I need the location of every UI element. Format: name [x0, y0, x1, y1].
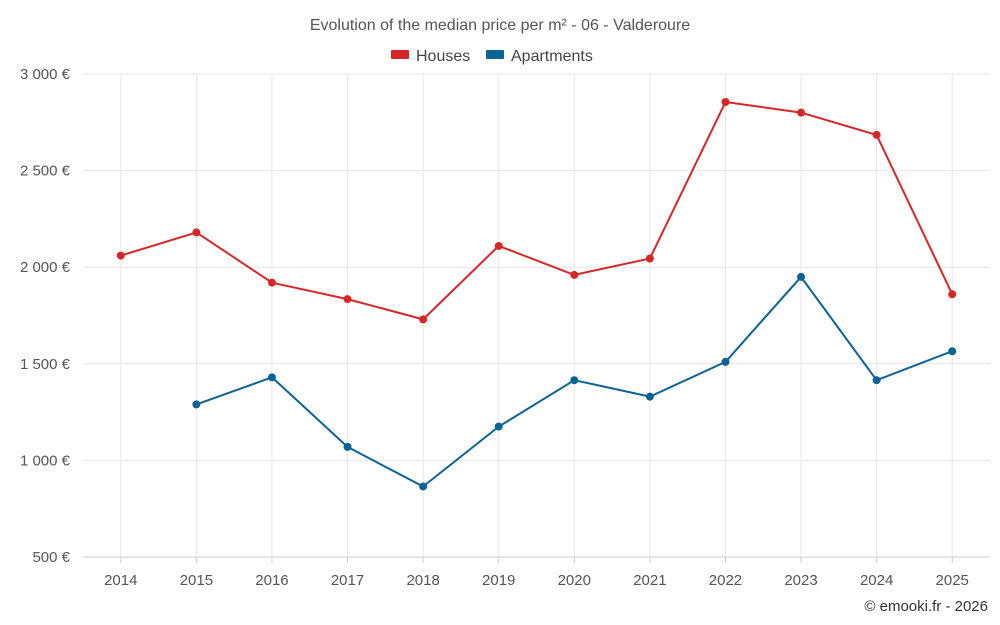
data-point-apartments[interactable] [570, 376, 579, 385]
data-point-houses[interactable] [267, 278, 276, 287]
gridlines [83, 73, 990, 558]
data-point-apartments[interactable] [192, 400, 201, 409]
y-tick-label: 500 € [32, 549, 70, 566]
x-axis: 2014 2015 2016 2017 2018 2019 2020 2021 2022 2023… [104, 557, 969, 589]
x-tick-label: 2021 [633, 572, 666, 589]
y-tick-label: 1 000 € [20, 452, 71, 469]
data-point-houses[interactable] [192, 228, 201, 237]
y-tick-label: 3 000 € [20, 66, 71, 83]
x-tick-label: 2019 [482, 572, 515, 589]
x-tick-label: 2016 [255, 572, 288, 589]
data-point-houses[interactable] [343, 295, 352, 304]
data-point-apartments[interactable] [494, 422, 503, 431]
data-point-houses[interactable] [570, 270, 579, 279]
y-tick-label: 2 500 € [20, 163, 71, 180]
legend-swatch-apartments [486, 50, 504, 59]
x-tick-label: 2024 [860, 572, 893, 589]
legend-item-apartments[interactable]: Apartments [486, 48, 593, 65]
data-point-houses[interactable] [116, 251, 125, 260]
series [116, 98, 957, 491]
y-axis: 500 € 1 000 € 1 500 € 2 000 € 2 500 € 3 000 € [20, 66, 71, 566]
x-tick-label: 2023 [784, 572, 817, 589]
credit-text: © emooki.fr - 2026 [864, 598, 988, 615]
data-point-houses[interactable] [872, 130, 881, 139]
y-tick-label: 1 500 € [20, 356, 71, 373]
y-tick-label: 2 000 € [20, 259, 71, 276]
data-point-apartments[interactable] [797, 272, 806, 281]
legend-label-apartments: Apartments [511, 48, 593, 65]
x-tick-label: 2017 [331, 572, 364, 589]
x-tick-label: 2015 [180, 572, 213, 589]
data-point-apartments[interactable] [343, 442, 352, 451]
legend-swatch-houses [391, 50, 409, 59]
data-point-houses[interactable] [797, 108, 806, 117]
x-tick-label: 2025 [936, 572, 969, 589]
x-tick-label: 2020 [558, 572, 591, 589]
legend-item-houses[interactable]: Houses [391, 48, 470, 65]
legend: Houses Apartments [391, 48, 593, 65]
series-line-houses [120, 101, 954, 321]
legend-label-houses: Houses [416, 48, 470, 65]
data-point-houses[interactable] [948, 290, 957, 299]
data-point-houses[interactable] [494, 241, 503, 250]
data-point-houses[interactable] [419, 315, 428, 324]
chart-title: Evolution of the median price per m² - 0… [310, 17, 690, 34]
x-tick-label: 2018 [406, 572, 439, 589]
data-point-apartments[interactable] [948, 347, 957, 356]
data-point-apartments[interactable] [872, 376, 881, 385]
data-point-houses[interactable] [721, 98, 730, 107]
x-tick-label: 2014 [104, 572, 137, 589]
data-point-apartments[interactable] [267, 373, 276, 382]
data-point-apartments[interactable] [721, 357, 730, 366]
data-point-apartments[interactable] [645, 392, 654, 401]
data-point-apartments[interactable] [419, 482, 428, 491]
x-tick-label: 2022 [709, 572, 742, 589]
data-point-houses[interactable] [645, 254, 654, 263]
